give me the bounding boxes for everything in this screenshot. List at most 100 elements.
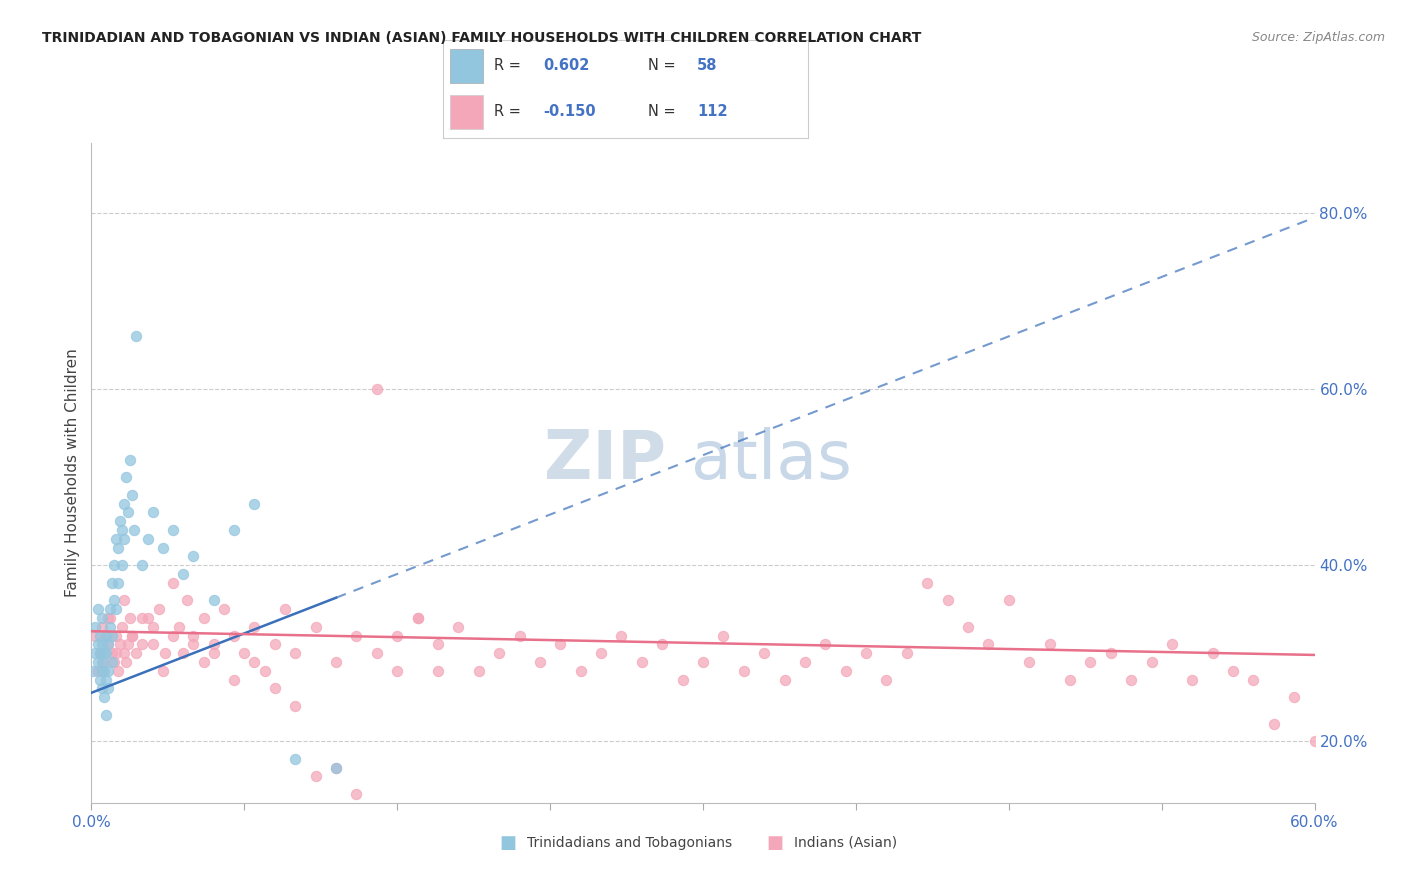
- Point: [141, 637, 163, 651]
- Point: [1263, 716, 1285, 731]
- Point: [1222, 664, 1244, 678]
- Point: [131, 637, 153, 651]
- Text: ZIP: ZIP: [544, 426, 666, 492]
- Point: [90, 637, 112, 651]
- Point: [304, 620, 326, 634]
- Point: [1181, 673, 1204, 687]
- Point: [183, 549, 205, 564]
- Text: 112: 112: [697, 104, 727, 120]
- Point: [222, 673, 246, 687]
- Point: [917, 575, 939, 590]
- Point: [90, 681, 112, 696]
- Point: [243, 655, 266, 669]
- Point: [427, 664, 450, 678]
- Point: [111, 558, 134, 573]
- Point: [120, 611, 142, 625]
- Point: [120, 452, 142, 467]
- Point: [212, 602, 235, 616]
- Point: [138, 611, 160, 625]
- Point: [94, 646, 117, 660]
- Point: [1038, 637, 1062, 651]
- Point: [936, 593, 959, 607]
- Point: [125, 329, 148, 343]
- Point: [183, 629, 205, 643]
- Point: [346, 787, 368, 801]
- Point: [346, 629, 368, 643]
- Text: Source: ZipAtlas.com: Source: ZipAtlas.com: [1251, 31, 1385, 45]
- Point: [243, 620, 266, 634]
- Point: [366, 382, 388, 396]
- Point: [112, 593, 135, 607]
- Point: [90, 620, 112, 634]
- Point: [148, 602, 170, 616]
- Point: [631, 655, 654, 669]
- Text: R =: R =: [494, 104, 526, 120]
- Point: [1121, 673, 1143, 687]
- Point: [896, 646, 918, 660]
- Point: [90, 655, 112, 669]
- Point: [94, 629, 117, 643]
- Point: [97, 681, 120, 696]
- Point: [90, 664, 112, 678]
- Point: [956, 620, 979, 634]
- Point: [366, 646, 388, 660]
- Point: [111, 620, 134, 634]
- Point: [447, 620, 470, 634]
- Point: [274, 602, 297, 616]
- Text: 0.602: 0.602: [543, 58, 589, 73]
- Point: [488, 646, 510, 660]
- Point: [176, 593, 198, 607]
- Point: [89, 673, 111, 687]
- Point: [84, 620, 107, 634]
- Point: [385, 629, 409, 643]
- Point: [162, 575, 184, 590]
- Point: [101, 575, 124, 590]
- Point: [121, 629, 143, 643]
- Point: [86, 664, 108, 678]
- Point: [467, 664, 491, 678]
- Point: [94, 673, 117, 687]
- Point: [112, 497, 135, 511]
- Point: [153, 646, 176, 660]
- Point: [90, 611, 112, 625]
- Point: [97, 664, 120, 678]
- Point: [84, 629, 107, 643]
- Y-axis label: Family Households with Children: Family Households with Children: [65, 349, 80, 597]
- Point: [103, 558, 125, 573]
- Point: [172, 566, 194, 581]
- Point: [86, 655, 108, 669]
- Point: [1099, 646, 1122, 660]
- Point: [93, 655, 115, 669]
- Point: [202, 637, 225, 651]
- Text: N =: N =: [648, 104, 681, 120]
- Point: [84, 646, 107, 660]
- Point: [672, 673, 695, 687]
- Point: [427, 637, 450, 651]
- Point: [1140, 655, 1163, 669]
- Point: [112, 646, 135, 660]
- Point: [93, 690, 115, 705]
- Point: [835, 664, 858, 678]
- Point: [1059, 673, 1081, 687]
- Point: [141, 620, 163, 634]
- Point: [793, 655, 815, 669]
- Point: [325, 761, 347, 775]
- Point: [108, 637, 131, 651]
- Text: -0.150: -0.150: [543, 104, 596, 120]
- Point: [591, 646, 613, 660]
- Point: [89, 629, 111, 643]
- Point: [1080, 655, 1102, 669]
- Point: [202, 593, 225, 607]
- Text: ■: ■: [499, 834, 516, 852]
- Point: [304, 769, 326, 783]
- Point: [193, 611, 215, 625]
- Bar: [450, 49, 484, 83]
- Point: [711, 629, 734, 643]
- Point: [93, 646, 115, 660]
- Point: [152, 664, 174, 678]
- Point: [131, 611, 153, 625]
- Point: [101, 646, 124, 660]
- Point: [115, 470, 138, 484]
- Bar: [450, 95, 484, 129]
- Point: [243, 497, 266, 511]
